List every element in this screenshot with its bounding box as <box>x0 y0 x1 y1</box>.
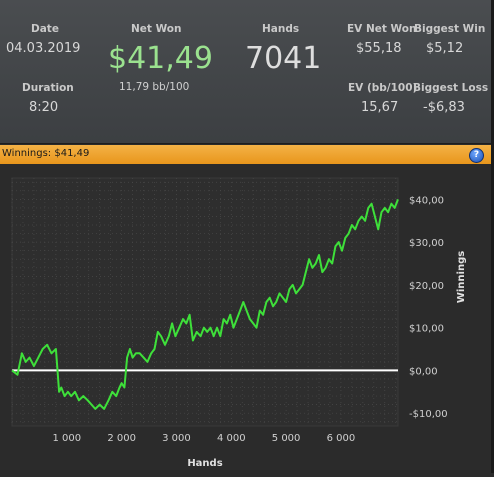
y-tick-label: $0,00 <box>409 366 438 377</box>
x-tick-label: 4 000 <box>217 433 246 444</box>
x-tick-label: 2 000 <box>107 433 136 444</box>
ev-net-won-label: EV Net Won <box>347 23 417 35</box>
winnings-title-bar: Winnings: $41,49 ? <box>0 144 494 164</box>
y-tick-label: -$10,00 <box>409 409 448 420</box>
x-tick-label: 3 000 <box>162 433 191 444</box>
ev-net-won-value: $55,18 <box>356 41 402 56</box>
y-tick-label: $30,00 <box>409 238 444 249</box>
hands-value: 7041 <box>245 41 322 76</box>
x-tick-label: 6 000 <box>327 433 356 444</box>
duration-label: Duration <box>22 82 74 94</box>
x-axis-label: Hands <box>187 458 222 469</box>
winnings-chart-area: -$10,00 $0,00 $10,00 $20,00 $30,00 $40,00 1 00… <box>0 164 494 473</box>
winnings-title: Winnings: $41,49 <box>2 148 90 159</box>
stats-panel: Date 04.03.2019 Duration 8:20 Net Won $4… <box>0 0 494 144</box>
date-label: Date <box>31 23 59 35</box>
biggest-win-label: Biggest Win <box>414 23 486 35</box>
duration-value: 8:20 <box>29 100 59 115</box>
winnings-series-line <box>11 199 399 410</box>
hands-label: Hands <box>262 23 300 35</box>
x-tick-label: 1 000 <box>53 433 82 444</box>
net-won-bb100: 11,79 bb/100 <box>119 81 190 93</box>
winnings-chart: -$10,00 $0,00 $10,00 $20,00 $30,00 $40,00 1 00… <box>11 177 467 469</box>
ev-bb100-value: 15,67 <box>361 100 399 115</box>
window-edge <box>491 0 494 473</box>
y-tick-label: $20,00 <box>409 281 444 292</box>
y-tick-label: $10,00 <box>409 324 444 335</box>
y-axis-label: Winnings <box>456 251 467 303</box>
help-question-icon[interactable]: ? <box>469 148 484 163</box>
y-tick-label: $40,00 <box>409 195 444 206</box>
net-won-label: Net Won <box>131 23 182 35</box>
net-won-value: $41,49 <box>108 41 213 76</box>
biggest-loss-label: Biggest Loss <box>413 82 489 94</box>
biggest-win-value: $5,12 <box>426 41 464 56</box>
date-value: 04.03.2019 <box>6 41 81 56</box>
ev-bb100-label: EV (bb/100) <box>348 82 418 94</box>
x-tick-label: 5 000 <box>272 433 301 444</box>
biggest-loss-value: -$6,83 <box>423 100 465 115</box>
